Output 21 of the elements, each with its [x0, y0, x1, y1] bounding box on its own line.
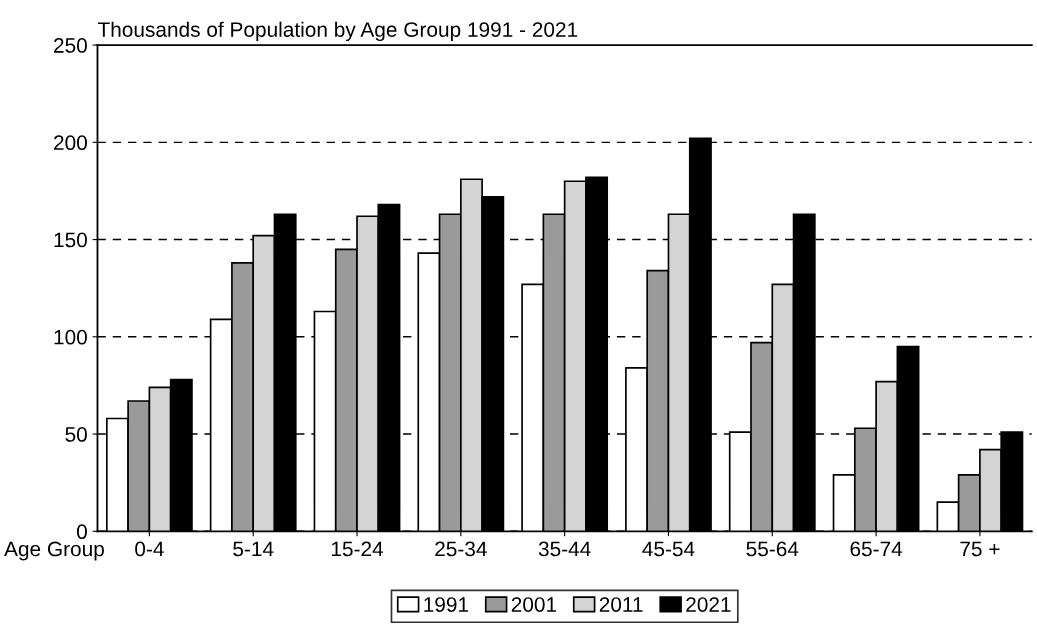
legend-label: 2011	[599, 597, 643, 612]
x-tick-label: 15-24	[331, 541, 384, 557]
y-tick-label: 50	[65, 427, 87, 442]
x-tick-label: 45-54	[642, 541, 695, 557]
x-tick-label: 25-34	[435, 541, 487, 557]
legend-label: 2021	[686, 597, 731, 612]
y-tick-label: 200	[54, 135, 87, 151]
x-tick-label: 65-74	[850, 541, 903, 557]
y-tick-label: 150	[54, 232, 87, 248]
x-tick-label: 55-64	[746, 541, 799, 557]
legend-label: 2001	[511, 597, 557, 612]
x-tick-label: 5-14	[233, 541, 274, 557]
x-axis-title: Age Group	[4, 541, 104, 561]
y-tick-label: 0	[76, 524, 87, 540]
legend-label: 1991	[424, 597, 469, 612]
x-tick-label: 35-44	[538, 541, 591, 557]
y-tick-label: 250	[54, 38, 87, 53]
x-tick-label: 75 +	[960, 541, 1000, 557]
x-tick-label: 0-4	[135, 541, 164, 557]
chart-title: Thousands of Population by Age Group 1991 - 2021	[97, 21, 578, 42]
y-tick-label: 100	[54, 329, 87, 345]
